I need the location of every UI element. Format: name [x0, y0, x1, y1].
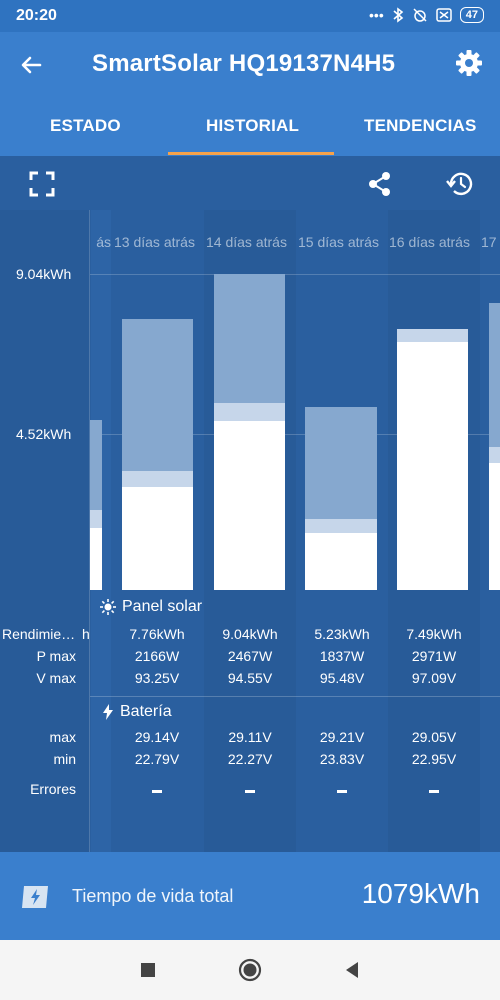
cell-bmax-13: 29.14V [134, 729, 180, 745]
bar-partial-right [489, 303, 500, 447]
tab-bar: ESTADO HISTORIAL TENDENCIAS [0, 100, 500, 156]
lifetime-energy-icon [22, 886, 48, 908]
panel-solar-header: Panel solar [100, 598, 202, 616]
error-none-13 [152, 790, 162, 793]
lifetime-total-value: 1079kWh [361, 878, 480, 909]
bar-14-low[interactable] [214, 421, 285, 590]
bar-13-top[interactable] [122, 319, 193, 471]
bar-16-low[interactable] [397, 342, 468, 590]
status-bar: 20:20 ••• 47 [0, 0, 500, 32]
bar-13-mid[interactable] [122, 471, 193, 487]
cell-pmax-14: 2467W [227, 648, 273, 664]
cell-vmax-16: 97.09V [411, 670, 457, 686]
row-label-pmax: P max [36, 648, 76, 664]
cell-bmax-16: 29.05V [411, 729, 457, 745]
day-label: 16 días atrás [389, 234, 470, 250]
bar-15-top[interactable] [305, 407, 377, 519]
cell-bmax-15: 29.21V [319, 729, 365, 745]
cell-vmax-13: 93.25V [134, 670, 180, 686]
cell-yield-16: 7.49kWh [406, 626, 462, 642]
axis-gridline [90, 274, 500, 275]
cell-yield-15: 5.23kWh [314, 626, 370, 642]
status-icons: ••• 47 [369, 7, 484, 23]
share-icon[interactable] [366, 170, 394, 198]
cell-partial: h [82, 626, 90, 642]
day-label: ás [96, 234, 111, 250]
tab-historial[interactable]: HISTORIAL [206, 116, 300, 135]
row-label-errores: Errores [30, 781, 76, 797]
bar-partial-left [90, 420, 102, 510]
bar-15-mid[interactable] [305, 519, 377, 533]
cell-vmax-14: 94.55V [227, 670, 273, 686]
gear-icon[interactable] [454, 48, 484, 78]
cell-bmin-15: 23.83V [319, 751, 365, 767]
lifetime-total-label: Tiempo de vida total [72, 886, 234, 906]
lifetime-total-bar: Tiempo de vida total 1079kWh [0, 852, 500, 940]
bluetooth-icon [393, 7, 404, 23]
cell-pmax-13: 2166W [134, 648, 180, 664]
y-axis-mid-label: 4.52kWh [16, 426, 72, 442]
chart-toolbar [0, 156, 500, 210]
bar-13-low[interactable] [122, 487, 193, 590]
cell-pmax-15: 1837W [319, 648, 365, 664]
bar-14-top[interactable] [214, 274, 285, 403]
y-axis-max-label: 9.04kWh [16, 266, 72, 282]
cell-bmin-16: 22.95V [411, 751, 457, 767]
row-label-max: max [49, 729, 76, 745]
cell-yield-13: 7.76kWh [129, 626, 185, 642]
cell-pmax-16: 2971W [411, 648, 457, 664]
tab-estado[interactable]: ESTADO [50, 116, 121, 135]
cell-bmin-14: 22.27V [227, 751, 273, 767]
cell-bmin-13: 22.79V [134, 751, 180, 767]
panel-solar-title: Panel solar [122, 598, 203, 615]
recent-apps-icon[interactable] [136, 958, 160, 982]
sim-off-icon [436, 8, 452, 22]
page-title: SmartSolar HQ19137N4H5 [92, 50, 396, 77]
tab-tendencias[interactable]: TENDENCIAS [364, 116, 477, 135]
battery-indicator: 47 [459, 7, 484, 23]
row-label-yield: Rendimie… [2, 626, 76, 642]
bateria-title: Batería [120, 703, 172, 720]
cell-vmax-15: 95.48V [319, 670, 365, 686]
bar-15-low[interactable] [305, 533, 377, 590]
more-dots-icon: ••• [369, 7, 384, 23]
row-label-column [0, 210, 90, 852]
bateria-header: Batería [102, 703, 172, 721]
bar-partial-left [90, 510, 102, 528]
error-none-16 [429, 790, 439, 793]
history-restore-icon[interactable] [446, 170, 474, 198]
day-label: 14 días atrás [206, 234, 287, 250]
home-icon[interactable] [238, 958, 262, 982]
row-label-min: min [53, 751, 76, 767]
day-label: 15 días atrás [298, 234, 379, 250]
bolt-icon [103, 704, 113, 720]
error-none-15 [337, 790, 347, 793]
bar-16-mid[interactable] [397, 329, 468, 342]
status-time: 20:20 [16, 7, 57, 24]
cell-bmax-14: 29.11V [228, 729, 272, 745]
bar-partial-right [489, 447, 500, 463]
row-label-vmax: V max [36, 670, 76, 686]
alarm-off-icon [413, 8, 427, 22]
app-bar: SmartSolar HQ19137N4H5 [0, 32, 500, 100]
bar-partial-right [489, 463, 500, 590]
back-arrow-icon[interactable] [16, 50, 46, 80]
error-none-14 [245, 790, 255, 793]
history-panel: ás 13 días atrás 14 días atrás 15 días a… [0, 156, 500, 852]
bar-14-mid[interactable] [214, 403, 285, 421]
bar-partial-left [90, 528, 102, 590]
axis-gridline [90, 434, 500, 435]
system-nav-bar [0, 940, 500, 1000]
section-divider [90, 696, 500, 697]
back-triangle-icon[interactable] [340, 958, 364, 982]
day-label: 17 [481, 234, 497, 250]
fullscreen-icon[interactable] [28, 170, 56, 198]
active-tab-indicator [168, 152, 334, 155]
cell-yield-14: 9.04kWh [222, 626, 278, 642]
day-label: 13 días atrás [114, 234, 195, 250]
sun-icon [100, 599, 116, 615]
